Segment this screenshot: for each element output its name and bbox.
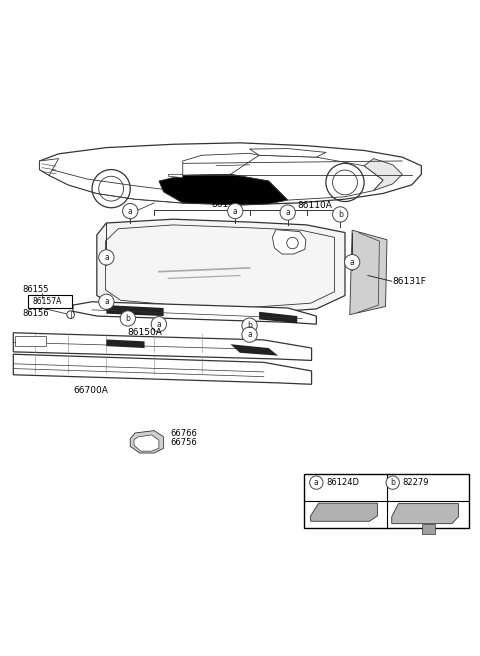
Polygon shape (130, 430, 164, 453)
Text: a: a (104, 297, 109, 306)
Circle shape (99, 294, 114, 310)
Polygon shape (183, 154, 259, 175)
Polygon shape (422, 523, 435, 534)
Text: 66700A: 66700A (73, 386, 108, 394)
Polygon shape (107, 305, 164, 316)
Polygon shape (49, 169, 192, 203)
Text: a: a (247, 330, 252, 339)
Circle shape (280, 205, 295, 220)
Polygon shape (364, 159, 402, 190)
Polygon shape (392, 504, 458, 523)
Polygon shape (39, 143, 421, 205)
Polygon shape (230, 344, 278, 356)
Text: b: b (247, 321, 252, 330)
Text: a: a (128, 207, 132, 216)
Text: a: a (233, 207, 238, 216)
Text: 86155: 86155 (23, 285, 49, 295)
Text: b: b (125, 314, 130, 323)
Polygon shape (97, 219, 345, 314)
Text: 86115: 86115 (211, 200, 240, 209)
Text: 86124D: 86124D (326, 478, 359, 487)
Circle shape (386, 476, 399, 489)
Polygon shape (250, 148, 326, 157)
Text: 86150A: 86150A (127, 328, 162, 337)
Polygon shape (350, 230, 387, 315)
Polygon shape (273, 230, 306, 254)
Polygon shape (73, 302, 316, 324)
Polygon shape (168, 174, 183, 178)
Text: 86131F: 86131F (393, 277, 427, 286)
Circle shape (242, 318, 257, 333)
Text: a: a (156, 319, 161, 329)
Polygon shape (230, 155, 383, 200)
Polygon shape (134, 435, 159, 451)
Polygon shape (107, 339, 144, 348)
Polygon shape (311, 503, 377, 522)
Circle shape (120, 311, 135, 326)
Circle shape (122, 203, 138, 218)
Text: 66766: 66766 (171, 430, 198, 438)
Text: 82279: 82279 (402, 478, 429, 487)
Circle shape (333, 207, 348, 222)
Polygon shape (259, 312, 297, 323)
FancyBboxPatch shape (304, 474, 469, 529)
Polygon shape (159, 174, 288, 205)
Text: 86156: 86156 (23, 309, 49, 318)
Text: b: b (338, 210, 343, 219)
Polygon shape (13, 333, 312, 360)
Circle shape (151, 317, 167, 332)
Circle shape (242, 327, 257, 342)
Polygon shape (13, 354, 312, 384)
Text: a: a (350, 258, 355, 266)
Circle shape (99, 250, 114, 265)
Circle shape (228, 203, 243, 218)
Text: a: a (104, 253, 109, 262)
Text: a: a (314, 478, 319, 487)
Text: a: a (285, 208, 290, 217)
Polygon shape (39, 159, 59, 175)
Text: b: b (390, 478, 395, 487)
Circle shape (310, 476, 323, 489)
FancyBboxPatch shape (28, 295, 72, 308)
FancyBboxPatch shape (15, 336, 46, 346)
Text: 86157A: 86157A (33, 297, 62, 306)
Circle shape (345, 255, 360, 270)
Text: 86110A: 86110A (297, 201, 332, 211)
Text: 66756: 66756 (171, 438, 198, 447)
